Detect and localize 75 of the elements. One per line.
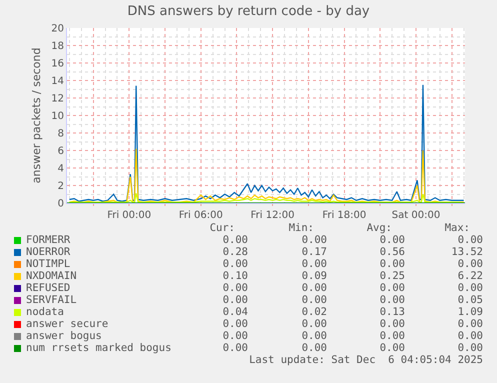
text: 0.00	[456, 318, 483, 330]
text: 0.00	[456, 234, 483, 246]
text: 0.00	[222, 234, 248, 246]
text: 0.00	[300, 342, 327, 354]
x-tick-label: Fri 12:00	[250, 210, 295, 221]
text: 0.00	[378, 234, 405, 246]
text: 0.00	[378, 330, 405, 342]
text: 0.00	[300, 330, 327, 342]
text: 0.00	[378, 342, 405, 354]
legend-label: NXDOMAIN	[26, 270, 77, 282]
text: Cur:	[208, 222, 235, 234]
legend-label: NOERROR	[26, 246, 70, 258]
text: 0.00	[378, 294, 405, 306]
text: 0.00	[222, 330, 248, 342]
text: 6.22	[456, 270, 483, 282]
text: 0.00	[456, 282, 483, 294]
text: 0.17	[300, 246, 327, 258]
y-axis-title: answer packets / second	[30, 48, 43, 184]
text: 0.00	[456, 330, 483, 342]
legend-label: NOTIMPL	[26, 258, 70, 270]
legend-label: nodata	[26, 306, 64, 318]
text: 0.00	[300, 282, 327, 294]
text: 0.00	[222, 342, 248, 354]
x-tick-label: Sat 00:00	[392, 210, 440, 221]
legend-label: num rrsets marked bogus	[26, 342, 172, 354]
legend-label: FORMERR	[26, 234, 70, 246]
text: 0.00	[300, 318, 327, 330]
y-tick-label: 16	[51, 58, 64, 70]
text: 0.00	[378, 282, 405, 294]
x-tick-label: Fri 06:00	[178, 210, 223, 221]
text: Min:	[288, 222, 314, 234]
y-tick-label: 18	[51, 41, 64, 52]
text: 0.09	[300, 270, 327, 282]
legend-label: answer secure	[26, 318, 108, 330]
chart-title: DNS answers by return code - by day	[127, 4, 370, 19]
text: 0.00	[378, 258, 405, 270]
legend-label: answer bogus	[26, 330, 102, 342]
legend-label: SERVFAIL	[26, 294, 77, 306]
text: 0.00	[222, 318, 248, 330]
text: 0.00	[222, 282, 248, 294]
text: 0.00	[456, 342, 483, 354]
text: 0.00	[378, 318, 405, 330]
text: 1.09	[456, 306, 483, 318]
text: 0.00	[222, 258, 248, 270]
text: 0.10	[222, 270, 248, 282]
line-series	[68, 84, 464, 202]
text: 0.00	[222, 294, 248, 306]
text: Avg:	[366, 222, 392, 234]
text: 0.02	[300, 306, 327, 318]
y-tick-label: 4	[58, 164, 64, 174]
text: 0.00	[300, 234, 327, 246]
text: 0.05	[456, 294, 483, 306]
y-tick-label: 10	[51, 111, 64, 122]
text: 0.00	[456, 258, 483, 270]
text: 0.13	[378, 306, 405, 318]
text: Last update: Sat Dec 6 04:05:04 2025	[248, 354, 483, 366]
x-tick-label: Fri 18:00	[322, 210, 366, 221]
text: 0.28	[222, 246, 248, 258]
text: 0.56	[378, 246, 405, 258]
text: 0.00	[300, 294, 327, 306]
y-tick-label: 14	[51, 76, 64, 87]
line-series	[68, 192, 464, 203]
y-tick-label: 20	[51, 24, 64, 34]
legend-label: REFUSED	[26, 282, 70, 294]
text: 13.52	[450, 246, 483, 258]
text: 0.00	[300, 258, 327, 270]
text: Max:	[444, 222, 470, 234]
text: 0.25	[378, 270, 405, 282]
x-tick-label: Fri 00:00	[107, 210, 152, 221]
y-tick-label: 6	[58, 146, 64, 157]
y-tick-label: 8	[58, 128, 64, 140]
y-tick-label: 0	[58, 198, 64, 210]
text: 0.04	[222, 306, 248, 318]
y-tick-label: 12	[51, 94, 64, 104]
y-tick-label: 2	[58, 181, 64, 192]
